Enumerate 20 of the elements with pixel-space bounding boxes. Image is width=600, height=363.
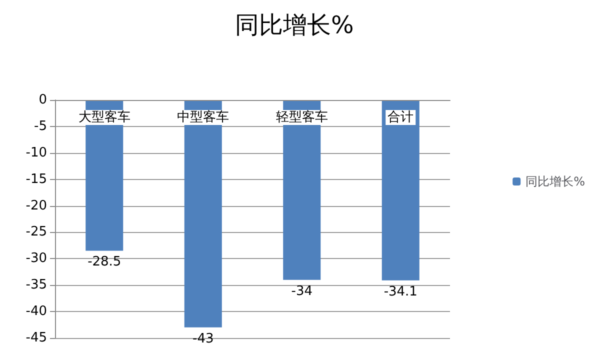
y-tick-label: -40 bbox=[26, 304, 47, 320]
y-tick-label: 0 bbox=[38, 92, 47, 108]
data-label: -34.1 bbox=[384, 284, 418, 300]
x-tick-label: 大型客车 bbox=[78, 109, 130, 125]
data-label: -28.5 bbox=[88, 254, 122, 270]
data-label: -34 bbox=[291, 284, 312, 299]
y-tick-label: -25 bbox=[26, 224, 47, 240]
chart-title: 同比增长% bbox=[235, 11, 354, 39]
x-tick-label: 中型客车 bbox=[177, 109, 230, 125]
y-tick-label: -30 bbox=[26, 251, 47, 266]
y-tick-label: -35 bbox=[26, 278, 47, 293]
data-label: -43 bbox=[192, 331, 214, 346]
y-tick-label: -5 bbox=[34, 118, 47, 134]
y-tick-label: -10 bbox=[26, 145, 47, 160]
y-tick-label: -15 bbox=[26, 172, 47, 187]
x-tick-label: 合计 bbox=[388, 110, 414, 125]
y-tick-label: -45 bbox=[26, 330, 47, 346]
legend-label: 同比增长% bbox=[526, 174, 586, 188]
y-tick-label: -20 bbox=[26, 198, 47, 214]
x-tick-label: 轻型客车 bbox=[276, 109, 328, 125]
